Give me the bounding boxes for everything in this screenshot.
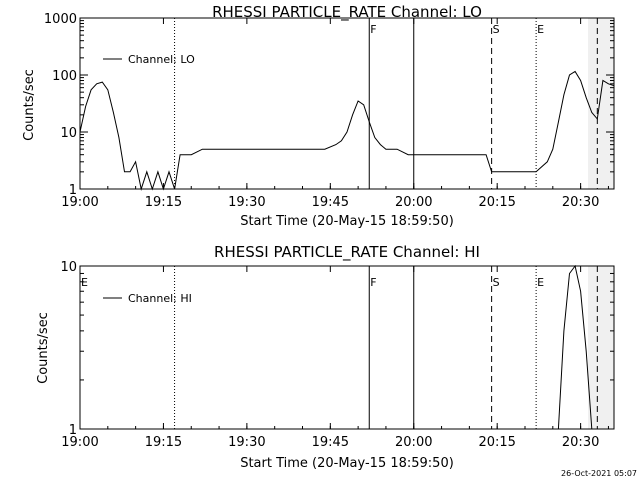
- lo-shaded-region: [588, 18, 614, 189]
- hi-y-ticks: 1 10: [60, 260, 614, 438]
- hi-x-tick-label: 20:15: [478, 435, 515, 450]
- lo-legend-label: Channel: LO: [128, 53, 195, 66]
- lo-y-tick-label: 100: [52, 69, 77, 84]
- lo-x-axis-label: Start Time (20-May-15 18:59:50): [240, 214, 454, 229]
- hi-chart-title: RHESSI PARTICLE_RATE Channel: HI: [214, 243, 480, 262]
- hi-x-axis-label: Start Time (20-May-15 18:59:50): [240, 456, 454, 471]
- hi-series-line: [557, 264, 593, 430]
- hi-x-tick-label: 20:00: [395, 435, 432, 450]
- hi-x-tick-label: 19:30: [228, 435, 265, 450]
- hi-marker-label: E: [537, 276, 544, 289]
- hi-shaded-region: [588, 266, 614, 429]
- hi-marker-label: E: [81, 276, 88, 289]
- lo-x-tick-label: 20:00: [395, 195, 432, 210]
- lo-x-ticks: 19:00 19:15 19:30 19:45 20:00 20:15 20:30: [61, 18, 609, 210]
- lo-x-tick-label: 19:00: [61, 195, 98, 210]
- hi-legend: Channel: HI: [103, 292, 192, 305]
- lo-marker-label: S: [493, 23, 500, 36]
- lo-y-tick-label: 1: [69, 183, 77, 198]
- lo-series-line: [79, 70, 615, 191]
- lo-y-axis-label: Counts/sec: [22, 69, 37, 141]
- hi-x-tick-label: 19:15: [145, 435, 182, 450]
- lo-y-tick-label: 1000: [44, 12, 77, 27]
- lo-marker-label: F: [370, 23, 376, 36]
- lo-plot-frame: [79, 17, 615, 190]
- hi-plot-frame: [79, 265, 615, 430]
- lo-chart-title: RHESSI PARTICLE_RATE Channel: LO: [212, 3, 482, 22]
- hi-marker-label: F: [370, 276, 376, 289]
- hi-x-ticks: 19:00 19:15 19:30 19:45 20:00 20:15 20:30: [61, 266, 609, 450]
- hi-channel-panel: RHESSI PARTICLE_RATE Channel: HI E F S E 19…: [36, 243, 615, 471]
- hi-y-tick-label: 10: [60, 260, 77, 275]
- lo-x-tick-label: 20:30: [562, 195, 599, 210]
- lo-x-tick-label: 19:15: [145, 195, 182, 210]
- lo-marker-label: E: [537, 23, 544, 36]
- lo-y-ticks: 1 10 100 1000: [44, 12, 614, 198]
- lo-x-tick-label: 19:45: [312, 195, 349, 210]
- lo-x-tick-label: 20:15: [478, 195, 515, 210]
- hi-y-axis-label: Counts/sec: [36, 312, 51, 384]
- footer-timestamp: 26-Oct-2021 05:07: [561, 469, 637, 478]
- lo-x-tick-label: 19:30: [228, 195, 265, 210]
- hi-x-tick-label: 19:00: [61, 435, 98, 450]
- hi-y-tick-label: 1: [69, 423, 77, 438]
- hi-marker-label: S: [493, 276, 500, 289]
- lo-channel-panel: RHESSI PARTICLE_RATE Channel: LO F S E 19:…: [22, 3, 615, 229]
- lo-y-tick-label: 10: [60, 126, 77, 141]
- hi-x-tick-label: 20:30: [562, 435, 599, 450]
- hi-legend-label: Channel: HI: [128, 292, 192, 305]
- hi-x-tick-label: 19:45: [312, 435, 349, 450]
- lo-legend: Channel: LO: [103, 53, 195, 66]
